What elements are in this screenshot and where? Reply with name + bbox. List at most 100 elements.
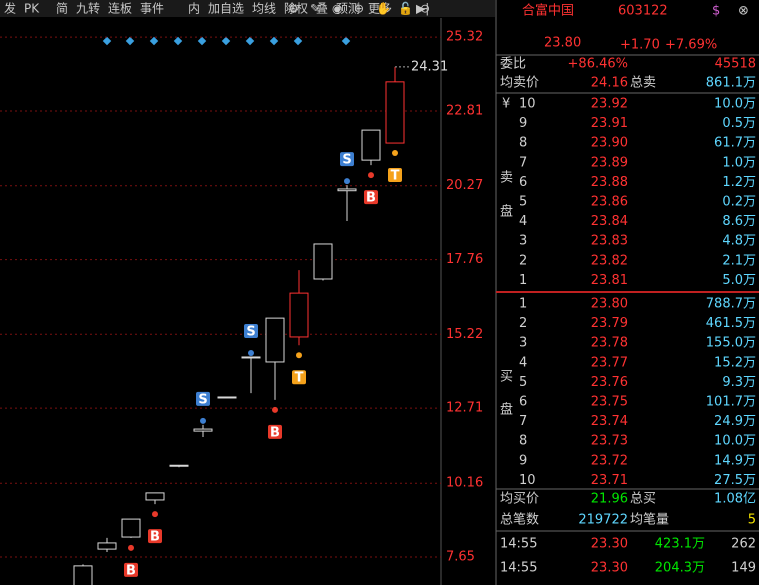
quote-text: 23.89: [591, 155, 628, 170]
quote-text: 10.0万: [714, 97, 756, 112]
quote-text: 2: [519, 253, 527, 268]
quote-text: 23.88: [591, 175, 628, 190]
candle-body: [337, 188, 357, 192]
toolbar-icon[interactable]: $: [712, 4, 720, 19]
toolbar-icon[interactable]: ⚙: [288, 2, 299, 16]
toolbar-icon[interactable]: ⊕: [354, 2, 364, 16]
quote-text: 1.08亿: [714, 492, 756, 507]
quote-text: 23.92: [591, 97, 628, 112]
toolbar-button[interactable]: 更多: [368, 2, 392, 16]
quote-text: 6: [519, 175, 527, 190]
quote-text: 23.83: [591, 234, 628, 249]
signal-dot: [392, 150, 398, 157]
toolbar: [0, 0, 495, 17]
quote-text: 0.2万: [722, 195, 756, 210]
toolbar-button[interactable]: 加自选: [208, 2, 244, 16]
candle-body: [193, 428, 213, 432]
signal-label: S: [246, 324, 255, 339]
quote-text: 盘: [500, 204, 513, 220]
toolbar-button[interactable]: 事件: [140, 2, 164, 16]
quote-text: 45518: [715, 57, 756, 72]
signal-badge: [148, 529, 162, 544]
candle-body: [361, 129, 381, 161]
candle-body: [265, 317, 285, 363]
candle-body: [121, 518, 141, 538]
signal-label: B: [366, 191, 376, 206]
change-pct: +7.69%: [665, 38, 717, 53]
toolbar-button[interactable]: 九转: [76, 1, 100, 16]
quote-text: 23.75: [591, 395, 628, 410]
toolbar-icon[interactable]: ✎: [310, 2, 320, 16]
toolbar-button[interactable]: 预测: [336, 2, 360, 16]
quote-text: 23.84: [591, 214, 628, 229]
quote-text: 23.91: [591, 116, 628, 131]
quote-text: 7: [519, 414, 527, 429]
signal-label: S: [198, 392, 207, 407]
toolbar-button[interactable]: 叠: [316, 2, 328, 16]
signal-label: T: [391, 169, 400, 184]
quote-text: 8.6万: [722, 214, 756, 229]
quote-panel: 合富中国 603122 $ ⊗23.80 +1.70 +7.69%委比 +86.46% 455…: [496, 3, 759, 576]
toolbar-button[interactable]: 内: [188, 2, 200, 16]
toolbar-button[interactable]: 发: [4, 1, 16, 16]
quote-text: 262: [731, 537, 756, 552]
quote-text: 3: [519, 336, 527, 351]
quote-text: 4: [519, 355, 527, 370]
toolbar-button[interactable]: PK: [24, 2, 40, 16]
quote-text: 买: [500, 370, 513, 385]
candle-body: [169, 464, 189, 467]
quote-text: 21.96: [591, 492, 628, 507]
signal-badge: [364, 190, 378, 205]
toolbar-icon[interactable]: ⊖: [420, 2, 430, 16]
event-markers: [102, 36, 351, 46]
y-tick-label: 7.65: [446, 550, 475, 565]
quote-text: 委比: [500, 57, 526, 72]
quote-text: 423.1万: [655, 537, 705, 552]
quote-text: 23.71: [591, 473, 628, 488]
event-diamond: [269, 36, 279, 46]
quote-text: 10: [519, 97, 536, 112]
last-price: 23.80: [544, 36, 581, 51]
quote-text: 155.0万: [706, 336, 756, 351]
event-diamond: [245, 36, 255, 46]
quote-text: 23.86: [591, 195, 628, 210]
quote-text: 8: [519, 136, 527, 151]
toolbar-icon[interactable]: ⊗: [738, 4, 749, 19]
quote-text: 23.76: [591, 375, 628, 390]
toolbar-icon[interactable]: ✋: [376, 2, 391, 16]
quote-text: 23.80: [591, 297, 628, 312]
event-diamond: [102, 36, 112, 46]
signal-badge: [292, 370, 306, 385]
toolbar-icon[interactable]: ◉: [332, 2, 342, 16]
toolbar-icon[interactable]: ▶|: [416, 2, 429, 16]
toolbar-button[interactable]: 均线: [252, 2, 276, 16]
y-tick-label: 17.76: [446, 252, 483, 267]
candle-body: [73, 565, 93, 585]
quote-text: 27.5万: [714, 473, 756, 488]
quote-text: 9: [519, 116, 527, 131]
candle-body: [97, 542, 117, 550]
quote-text: 23.78: [591, 336, 628, 351]
quote-text: 101.7万: [706, 395, 756, 410]
event-diamond: [149, 36, 159, 46]
quote-text: 总卖: [630, 76, 656, 91]
quote-text: 7: [519, 155, 527, 170]
y-tick-label: 20.27: [446, 178, 483, 193]
quote-text: 23.90: [591, 136, 628, 151]
signal-dot: [296, 352, 302, 359]
quote-text: 24.9万: [714, 414, 756, 429]
quote-text: 2.1万: [722, 253, 756, 268]
quote-text: 均买价: [500, 492, 539, 507]
toolbar-button[interactable]: 连板: [108, 1, 132, 16]
candle-body: [385, 81, 405, 144]
quote-text: 盘: [500, 402, 513, 418]
toolbar-button[interactable]: 除权: [284, 1, 308, 16]
quote-text: 4: [519, 214, 527, 229]
signal-badge: [340, 152, 354, 167]
quote-text: 14.9万: [714, 453, 756, 468]
toolbar-icon[interactable]: 🔓: [398, 2, 413, 16]
toolbar-button[interactable]: 简: [56, 2, 68, 16]
event-diamond: [221, 36, 231, 46]
event-diamond: [293, 36, 303, 46]
signal-badge: [268, 424, 282, 439]
